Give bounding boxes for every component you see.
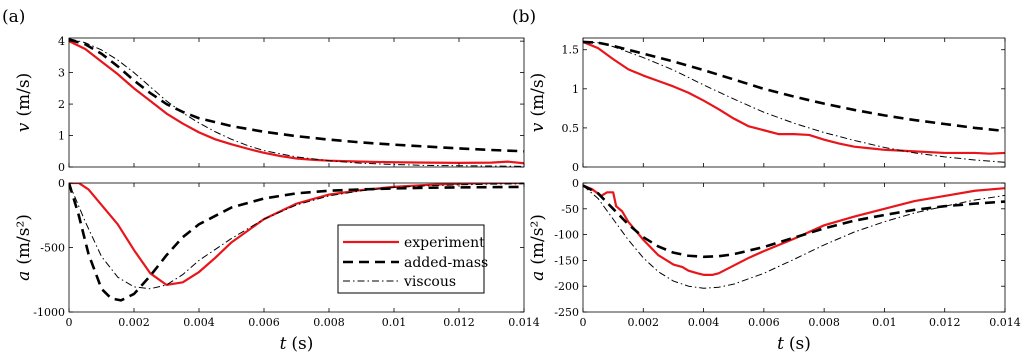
y-tick-label: -200 xyxy=(554,280,579,293)
axes-box xyxy=(582,37,1006,168)
y-tick-label: 2 xyxy=(58,98,65,111)
y-tick-label: -1000 xyxy=(33,306,65,319)
series-experiment-line xyxy=(583,40,1005,155)
series-added-mass-line xyxy=(69,183,524,302)
x-tick-label: 0.004 xyxy=(688,316,720,329)
legend: experiment added-mass viscous xyxy=(337,224,488,294)
y-tick-label: 1 xyxy=(58,130,65,143)
y-tick-label: 1.5 xyxy=(562,44,580,57)
x-tick-label: 0.014 xyxy=(508,316,540,329)
series-experiment-line xyxy=(583,184,1005,276)
x-tick-label: 0 xyxy=(66,316,73,329)
y-axis-label-unit: (m/s) xyxy=(528,73,548,117)
x-tick-label: 0.002 xyxy=(628,316,660,329)
x-tick-label: 0 xyxy=(580,316,587,329)
x-axis-label-unit: (s) xyxy=(291,334,313,354)
x-tick-label: 0.006 xyxy=(748,316,780,329)
y-tick-label: -50 xyxy=(561,203,579,216)
chart-a-acceleration: 0 0.002 0.004 0.006 0.008 0.01 0.012 0.014 -1000… xyxy=(14,177,540,354)
y-tick-label: 3 xyxy=(58,67,65,80)
y-tick-label: 1 xyxy=(572,83,579,96)
y-axis-label-variable: a xyxy=(528,271,548,281)
y-tick-label: 0 xyxy=(58,177,65,190)
panel-label-b: (b) xyxy=(512,7,536,27)
series-added-mass-line xyxy=(583,40,1005,133)
axes-box xyxy=(582,182,1006,313)
series-viscous-line xyxy=(583,185,1005,289)
chart-a-velocity: 0 1 2 3 4 v (m/s) xyxy=(14,35,525,174)
y-axis-label-variable: v xyxy=(14,122,34,132)
series-added-mass-line xyxy=(69,38,524,153)
x-axis-label-variable: t xyxy=(777,334,784,354)
y-axis-label-variable: v xyxy=(528,122,548,132)
x-tick-label: 0.012 xyxy=(443,316,475,329)
y-axis-label: v (m/s) xyxy=(14,73,34,132)
axes-box xyxy=(68,37,525,168)
y-tick-label: -150 xyxy=(554,254,579,267)
legend-viscous-label: viscous xyxy=(403,274,456,290)
series-viscous-line xyxy=(69,38,524,167)
chart-b-velocity: 0 0.5 1 1.5 v (m/s) xyxy=(528,37,1006,174)
panel-label-a: (a) xyxy=(2,7,25,27)
y-axis-label-unit: (m/s) xyxy=(14,73,34,117)
y-axis-label-unit: (m/s²) xyxy=(14,214,34,265)
x-axis-label: t (s) xyxy=(280,334,314,354)
series-viscous-line xyxy=(583,41,1005,163)
x-tick-label: 0.004 xyxy=(183,316,215,329)
y-tick-label: 4 xyxy=(58,35,65,48)
legend-box xyxy=(337,224,485,294)
x-axis-label: t (s) xyxy=(777,334,811,354)
y-tick-label: -500 xyxy=(40,242,65,255)
x-axis-label-variable: t xyxy=(280,334,287,354)
y-axis-label: v (m/s) xyxy=(528,73,548,132)
y-tick-label: -100 xyxy=(554,229,579,242)
y-tick-label: 0 xyxy=(572,161,579,174)
x-axis-label-unit: (s) xyxy=(789,334,811,354)
x-tick-label: 0.012 xyxy=(929,316,961,329)
y-tick-label: 0 xyxy=(572,177,579,190)
plots-layer: 0 1 2 3 4 v (m/s) 0 0.002 0.004 0.006 0.008 0.01 0.01… xyxy=(14,35,1021,354)
x-tick-label: 0.008 xyxy=(808,316,840,329)
y-tick-label: 0 xyxy=(58,161,65,174)
x-tick-label: 0.014 xyxy=(989,316,1021,329)
chart-b-acceleration: 0 0.002 0.004 0.006 0.008 0.01 0.012 0.014 -250 -… xyxy=(528,177,1021,354)
x-tick-label: 0.006 xyxy=(248,316,280,329)
series-viscous-line xyxy=(69,183,524,290)
series-added-mass-line xyxy=(583,184,1005,259)
x-tick-label: 0.01 xyxy=(382,316,407,329)
legend-experiment-label: experiment xyxy=(404,235,485,251)
x-tick-label: 0.002 xyxy=(118,316,150,329)
y-tick-label: -250 xyxy=(554,306,579,319)
y-axis-label-unit: (m/s²) xyxy=(528,214,548,265)
x-tick-label: 0.01 xyxy=(872,316,897,329)
y-tick-label: 0.5 xyxy=(562,122,580,135)
y-axis-label: a (m/s²) xyxy=(528,214,548,281)
y-axis-label: a (m/s²) xyxy=(14,214,34,281)
y-axis-label-variable: a xyxy=(14,271,34,281)
x-tick-label: 0.008 xyxy=(313,316,345,329)
series-experiment-line xyxy=(69,40,524,165)
legend-added-mass-label: added-mass xyxy=(404,255,488,271)
series-experiment-line xyxy=(69,183,524,287)
